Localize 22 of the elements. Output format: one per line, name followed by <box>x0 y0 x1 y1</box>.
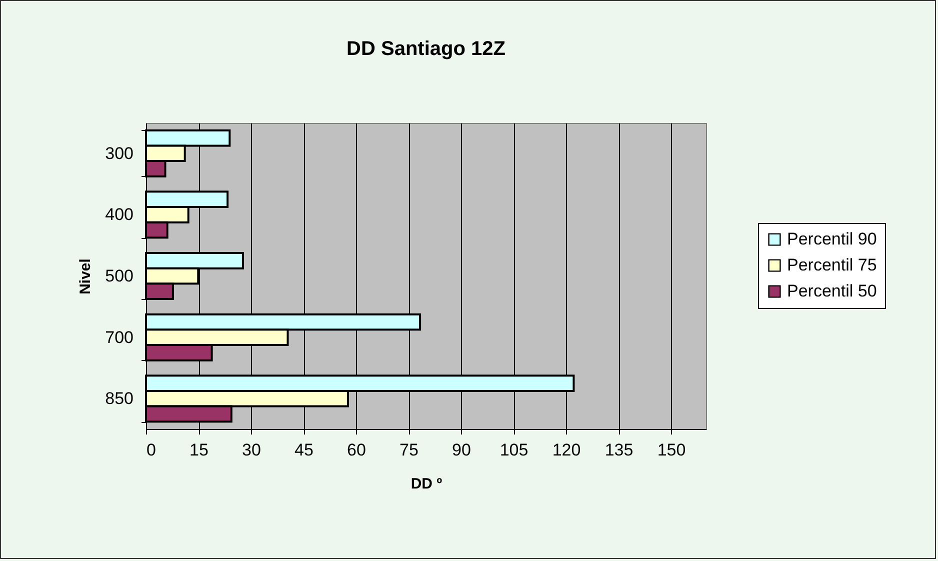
x-tick-label: 30 <box>242 440 261 460</box>
x-tick-label: 150 <box>657 440 686 460</box>
y-tick-label: 850 <box>105 389 134 408</box>
chart-title: DD Santiago 12Z <box>346 38 506 60</box>
x-tick-label: 15 <box>190 440 208 460</box>
x-tick-label: 90 <box>452 440 471 460</box>
legend-label: Percentil 90 <box>787 230 877 248</box>
x-tick-label: 120 <box>552 440 581 460</box>
y-tick-label: 500 <box>105 266 134 286</box>
legend-label: Percentil 75 <box>787 256 877 274</box>
x-tick-label: 135 <box>604 440 634 460</box>
x-tick-label: 0 <box>146 440 156 460</box>
y-axis-title: Nivel <box>77 258 94 294</box>
y-tick-label: 700 <box>105 328 134 347</box>
x-axis-title: DD º <box>410 476 443 492</box>
x-tick-label: 75 <box>400 440 418 460</box>
legend-label: Percentil 50 <box>787 282 877 300</box>
y-tick-label: 400 <box>105 205 134 224</box>
y-tick-label: 300 <box>105 144 134 163</box>
x-tick-label: 45 <box>294 440 314 460</box>
x-tick-label: 60 <box>347 440 366 460</box>
x-tick-label: 105 <box>500 440 528 460</box>
